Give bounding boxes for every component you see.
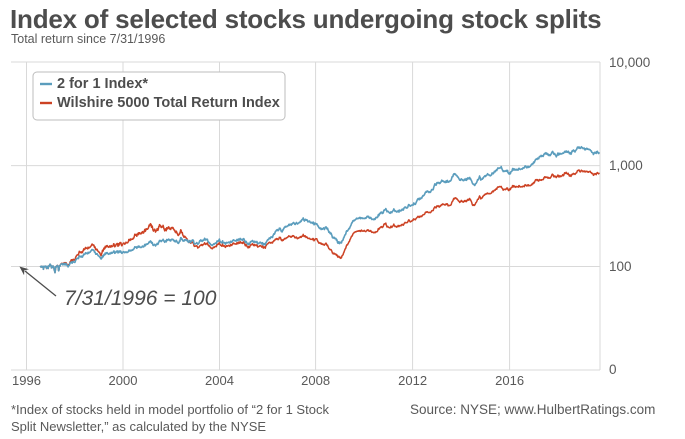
svg-text:2012: 2012	[398, 373, 427, 388]
svg-text:1,000: 1,000	[609, 158, 643, 173]
svg-text:10,000: 10,000	[609, 55, 650, 70]
svg-text:2016: 2016	[495, 373, 524, 388]
svg-text:2 for 1 Index*: 2 for 1 Index*	[57, 76, 148, 92]
svg-text:2000: 2000	[109, 373, 138, 388]
svg-text:2004: 2004	[205, 373, 234, 388]
svg-text:100: 100	[609, 259, 632, 274]
svg-text:0: 0	[609, 362, 617, 377]
svg-text:2008: 2008	[301, 373, 330, 388]
svg-text:Wilshire 5000 Total Return Ind: Wilshire 5000 Total Return Index	[57, 95, 280, 111]
svg-text:1996: 1996	[12, 373, 41, 388]
svg-text:7/31/1996 = 100: 7/31/1996 = 100	[64, 287, 217, 310]
